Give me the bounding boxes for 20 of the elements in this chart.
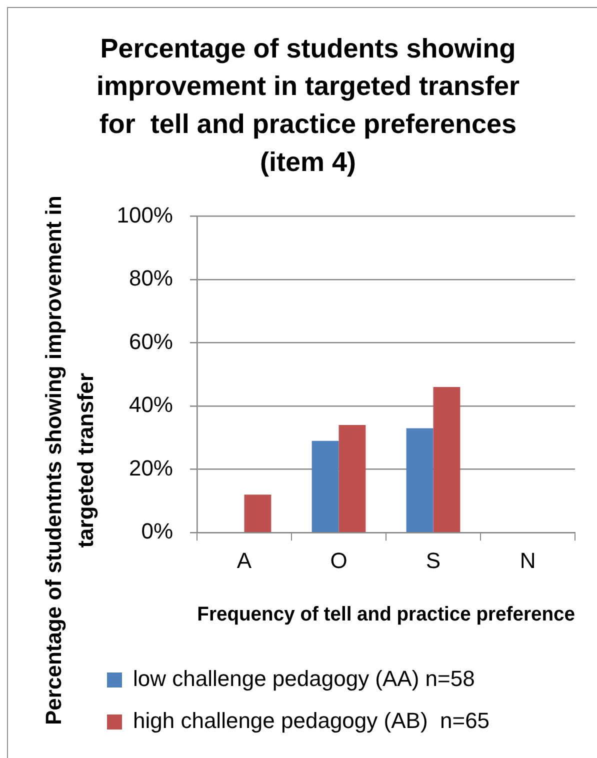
y-tick-label: 60% xyxy=(128,328,173,354)
legend-label: low challenge pedagogy (AA) n=58 xyxy=(133,666,475,692)
bar xyxy=(244,494,272,532)
bar xyxy=(338,425,366,532)
x-tick-label: N xyxy=(520,548,536,573)
y-tick-label: 100% xyxy=(116,202,173,228)
x-tick-label: S xyxy=(426,548,441,573)
chart-title: Percentage of students showing improvement in targeted transfer for tell and practice preferences (item 4) xyxy=(96,33,520,177)
x-tick-label: A xyxy=(236,548,252,573)
y-axis-title: Percentage of studentnts showing improvement in targeted transfer xyxy=(41,196,98,726)
bar xyxy=(406,428,434,532)
y-tick-label: 80% xyxy=(128,266,173,291)
bar xyxy=(312,440,339,532)
legend-label: high challenge pedagogy (AB) n=65 xyxy=(133,708,490,734)
y-tick-label: 0% xyxy=(141,518,173,544)
y-tick-label: 40% xyxy=(128,392,173,418)
x-axis-title: Frequency of tell and practice preference xyxy=(197,603,576,626)
bar xyxy=(433,387,460,532)
x-tick-label: O xyxy=(330,548,348,573)
y-tick-label: 20% xyxy=(128,455,173,480)
